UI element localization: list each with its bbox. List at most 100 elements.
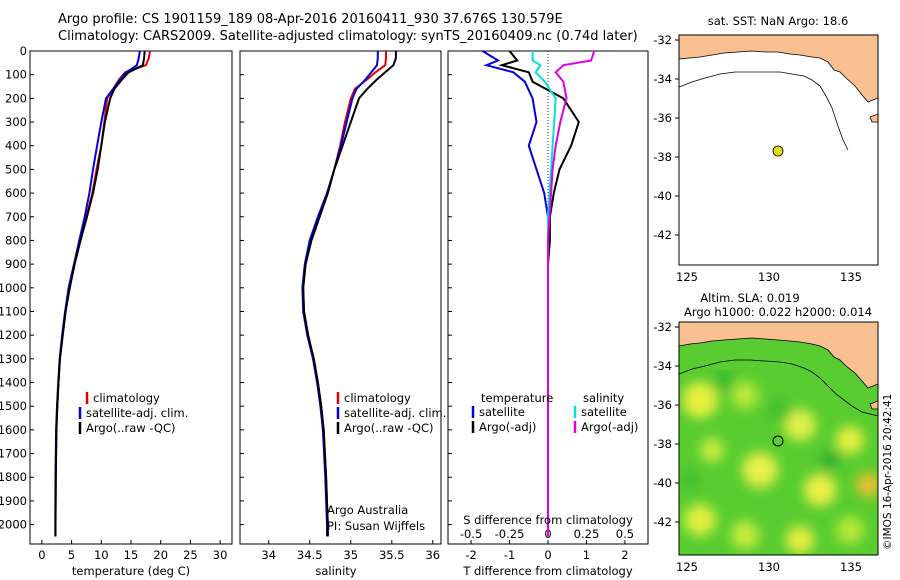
sla-anomaly-patch xyxy=(836,426,864,454)
depth-tick-label: 1200 xyxy=(0,328,27,342)
temperature-series xyxy=(54,51,151,537)
sla-map xyxy=(679,322,878,555)
difference-series-0 xyxy=(482,51,549,537)
salinity-series xyxy=(301,51,397,537)
sla-map-kangaroo-island xyxy=(869,400,878,410)
salinity-x-tick-label: 35.5 xyxy=(379,548,405,562)
s-diff-tick-label: 0.5 xyxy=(616,527,634,541)
figure-title-line2: Climatology: CARS2009. Satellite-adjuste… xyxy=(58,29,638,44)
depth-tick-label: 0 xyxy=(20,44,27,58)
temperature-x-tick-label: 5 xyxy=(68,548,75,562)
sla-anomaly-patch xyxy=(731,521,759,549)
t-diff-tick-label: 1 xyxy=(583,548,590,562)
depth-tick-label: 1500 xyxy=(0,399,27,413)
sla-map-axes: -32 -34 -36 -38 -40 -42 125 130 135 xyxy=(653,320,862,574)
s-difference-label: S difference from climatology xyxy=(463,513,633,527)
temperature-x-axis: 0 5 10 15 20 25 30 xyxy=(38,540,227,562)
depth-tick-label: 1400 xyxy=(0,376,27,390)
legend-label-climatology: climatology xyxy=(344,391,411,405)
depth-tick-label: 700 xyxy=(5,210,27,224)
sst-map-kangaroo-island xyxy=(869,113,878,123)
lat-tick-label: -36 xyxy=(653,111,672,125)
legend-label-argo: Argo(..raw -QC) xyxy=(344,421,434,435)
depth-tick-label: 1600 xyxy=(0,423,27,437)
depth-tick-label: 600 xyxy=(5,186,27,200)
temperature-x-tick-label: 20 xyxy=(153,548,168,562)
salinity-panel-frame xyxy=(239,50,442,545)
sla-anomaly-patch xyxy=(856,473,878,497)
lon-tick-label: 125 xyxy=(676,270,698,284)
sla-map-frame xyxy=(678,321,879,556)
salinity-x-tick-label: 34 xyxy=(261,548,276,562)
sla-anomaly-patch xyxy=(836,516,864,544)
depth-tick-label: 1100 xyxy=(0,304,27,318)
t-difference-label: T difference from climatology xyxy=(462,564,633,578)
lon-tick-label: 130 xyxy=(758,270,780,284)
lat-tick-label: -34 xyxy=(653,72,672,86)
imos-credit: ©IMOS 16-Apr-2016 20:42:41 xyxy=(882,394,894,550)
figure-title-line1: Argo profile: CS 1901159_189 08-Apr-2016… xyxy=(58,12,563,27)
temperature-x-tick-label: 10 xyxy=(94,548,109,562)
depth-tick-label: 500 xyxy=(5,162,27,176)
legend-title-salinity: salinity xyxy=(583,391,624,405)
depth-tick-label: 800 xyxy=(5,233,27,247)
sla-anomaly-patch xyxy=(700,438,724,462)
lat-tick-label: -40 xyxy=(653,189,672,203)
sla-map-title-line1: Altim. SLA: 0.019 xyxy=(700,291,799,305)
legend-label-satellite: satellite-adj. clim. xyxy=(344,406,446,420)
salinity-x-tick-label: 35 xyxy=(343,548,358,562)
sla-map-land xyxy=(679,322,878,389)
lon-tick-label: 135 xyxy=(840,270,862,284)
t-diff-tick-label: 2 xyxy=(621,548,628,562)
depth-tick-label: 1800 xyxy=(0,470,27,484)
lat-tick-label: -32 xyxy=(653,33,672,47)
salinity-x-tick-label: 34.5 xyxy=(297,548,323,562)
depth-tick-label: 1000 xyxy=(0,281,27,295)
t-diff-tick-label: 0 xyxy=(544,548,551,562)
depth-tick-label: 200 xyxy=(5,91,27,105)
argo-float-marker xyxy=(772,435,784,447)
depth-tick-label: 1900 xyxy=(0,494,27,508)
pi-note: PI: Susan Wijffels xyxy=(327,519,425,533)
legend-label-sal-satellite: satellite xyxy=(581,405,627,419)
salinity-series-0 xyxy=(302,51,387,537)
legend-label-sal-argo: Argo(-adj) xyxy=(581,420,638,434)
sla-anomaly-patch xyxy=(768,398,792,422)
lat-tick-label: -38 xyxy=(653,150,672,164)
salinity-series-1 xyxy=(301,51,379,537)
depth-tick-label: 400 xyxy=(5,139,27,153)
sla-anomaly-patch xyxy=(680,470,700,490)
legend-label-argo: Argo(..raw -QC) xyxy=(86,421,176,435)
temperature-x-tick-label: 0 xyxy=(38,548,45,562)
depth-axis: 0 100 200 300 400 500 600 700 800 900 1000 1100 1200… xyxy=(0,44,452,532)
difference-legend: temperature salinity satellite Argo(-adj… xyxy=(471,391,638,434)
sla-map-title-line2: Argo h1000: 0.022 h2000: 0.014 xyxy=(684,305,872,319)
depth-tick-label: 2000 xyxy=(0,518,27,532)
difference-series xyxy=(482,51,596,544)
sla-map-shelf-contour xyxy=(679,359,878,417)
depth-tick-label: 100 xyxy=(5,68,27,82)
lat-tick-label: -36 xyxy=(653,398,672,412)
sla-anomaly-patch xyxy=(786,526,814,554)
salinity-x-axis: 34 34.5 35 35.5 36 xyxy=(261,540,440,562)
sla-anomaly-patch xyxy=(784,409,816,441)
s-diff-tick-label: -0.25 xyxy=(495,527,525,541)
sst-map-axes: -32 -34 -36 -38 -40 -42 125 130 135 xyxy=(653,33,862,284)
difference-series-3 xyxy=(547,51,596,537)
legend-label-climatology: climatology xyxy=(93,391,160,405)
temperature-panel-frame xyxy=(29,50,233,545)
lon-tick-label: 130 xyxy=(758,560,780,574)
sst-map xyxy=(679,35,878,265)
sst-map-title: sat. SST: NaN Argo: 18.6 xyxy=(708,14,849,28)
temperature-x-tick-label: 30 xyxy=(213,548,228,562)
sst-map-land xyxy=(679,35,878,103)
salinity-series-2 xyxy=(302,51,397,537)
sla-anomaly-patch xyxy=(731,381,759,409)
temperature-x-tick-label: 15 xyxy=(124,548,139,562)
temperature-x-label: temperature (deg C) xyxy=(72,564,190,578)
s-diff-tick-label: -0.5 xyxy=(460,527,482,541)
lat-tick-label: -42 xyxy=(653,515,672,529)
sst-map-frame xyxy=(678,34,879,266)
depth-tick-label: 1300 xyxy=(0,352,27,366)
legend-title-temperature: temperature xyxy=(481,391,553,405)
